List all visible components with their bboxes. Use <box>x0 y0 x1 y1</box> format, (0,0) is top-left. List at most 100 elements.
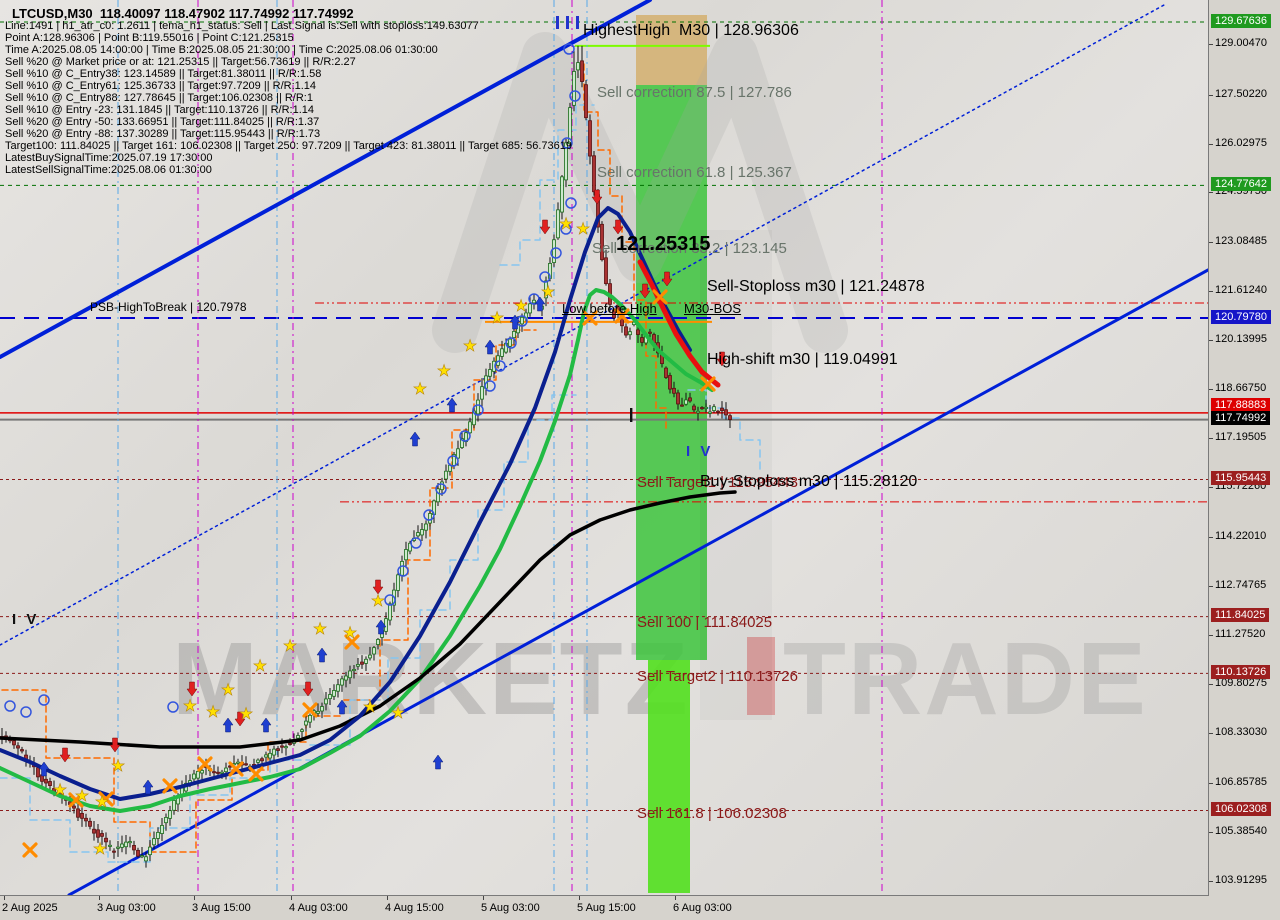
entry-circle-marker <box>397 565 409 577</box>
star-signal-icon: ★ <box>95 792 109 811</box>
candle-body <box>388 603 392 621</box>
close-x-icon <box>700 376 716 392</box>
price-label: 103.91295 <box>1215 874 1267 886</box>
candle-body <box>344 675 348 681</box>
price-label: 129.00470 <box>1215 37 1267 49</box>
timing-tick-icon <box>566 16 569 29</box>
candle-body <box>260 758 264 762</box>
candle-body <box>152 838 156 846</box>
candle-body <box>612 309 616 319</box>
price-axis[interactable]: 129.00470 127.50220 126.02975 124.59750 123.… <box>1209 0 1280 895</box>
close-x-icon <box>22 842 38 858</box>
high-shift-line <box>637 259 721 388</box>
star-signal-icon: ★ <box>53 780 67 799</box>
candle-body <box>264 754 268 758</box>
star-signal-icon: ★ <box>514 296 528 315</box>
price-tick <box>1209 537 1213 538</box>
candle-body <box>460 438 464 448</box>
timing-tick-icon <box>576 16 579 29</box>
candle-body <box>328 694 332 700</box>
candle-body <box>680 404 684 407</box>
sell-arrow-icon <box>234 711 246 727</box>
buy-arrow-icon <box>222 717 234 733</box>
candle-body <box>704 406 708 409</box>
close-x-icon <box>344 634 360 650</box>
candle-body <box>104 837 108 843</box>
sell-arrow-icon <box>59 747 71 763</box>
entry-circle-marker <box>20 706 32 718</box>
chart-canvas[interactable]: ★ ★ ★★★★ ★ ★★★★★ ★★★ ★★★★★★★★ ★ <box>0 0 1208 895</box>
entry-circle-marker <box>435 483 447 495</box>
candle-body <box>356 664 360 667</box>
candle-body <box>428 513 432 524</box>
candle-body <box>520 316 524 325</box>
buy-arrow-icon <box>260 717 272 733</box>
candle-body <box>696 410 700 414</box>
candle-body <box>164 817 168 824</box>
star-signal-icon: ★ <box>363 697 377 716</box>
entry-circle-marker <box>38 694 50 706</box>
candle-body <box>128 841 132 844</box>
buy-arrow-icon <box>142 779 154 795</box>
candle-body <box>200 770 204 774</box>
star-signal-icon: ★ <box>576 219 590 238</box>
timing-tick-icon <box>556 16 559 29</box>
watermark-separator-block <box>747 637 775 715</box>
candle-body <box>676 392 680 405</box>
candle-body <box>112 850 116 853</box>
time-tick <box>4 896 5 900</box>
candle-body <box>584 84 588 119</box>
close-x-icon <box>652 289 668 305</box>
candle-body <box>160 825 164 834</box>
price-tick <box>1209 832 1213 833</box>
buy-arrow-icon <box>375 619 387 635</box>
chart-plot-area[interactable]: MARKETZ TRADE ★ ★ ★ ★ ★ ★ ★ ★ ★ ★ ★ ★ ★ ★ ★ ★ ★ ★ ★ ★ ★ ★ ★ ★ L… <box>0 0 1209 896</box>
price-tick <box>1209 291 1213 292</box>
stop-step-line-orange <box>343 329 537 701</box>
entry-circle-marker <box>539 271 551 283</box>
candle-body <box>708 411 712 414</box>
time-label: 6 Aug 03:00 <box>673 902 732 914</box>
price-label: 127.50220 <box>1215 88 1267 100</box>
candle-body <box>384 618 388 632</box>
candle-body <box>724 409 728 416</box>
price-level-badge: 124.77642 <box>1211 177 1271 191</box>
buy-arrow-icon <box>38 761 50 777</box>
price-label: 111.27520 <box>1215 628 1266 640</box>
price-level-badge: 110.13726 <box>1211 665 1271 679</box>
time-label: 5 Aug 03:00 <box>481 902 540 914</box>
candle-body <box>416 532 420 537</box>
star-signal-icon: ★ <box>343 623 357 642</box>
close-x-icon <box>68 792 84 808</box>
candle-body <box>396 574 400 591</box>
candle-body <box>640 337 644 343</box>
trend-channel-line <box>67 268 1208 895</box>
star-signal-icon: ★ <box>221 680 235 699</box>
candle-body <box>472 410 476 426</box>
star-signal-icon: ★ <box>437 361 451 380</box>
candle-body <box>20 749 24 752</box>
price-tick <box>1209 684 1213 685</box>
candle-body <box>148 846 152 856</box>
candle-body <box>212 771 216 774</box>
candle-body <box>624 326 628 336</box>
close-x-icon <box>98 791 114 807</box>
candle-body <box>220 771 224 774</box>
time-label: 4 Aug 15:00 <box>385 902 444 914</box>
candle-body <box>340 678 344 686</box>
candle-body <box>692 405 696 411</box>
candle-body <box>300 729 304 732</box>
price-tick <box>1209 586 1213 587</box>
close-x-icon <box>228 761 244 777</box>
candle-body <box>420 529 424 536</box>
stop-step-line-cyan <box>499 104 595 266</box>
time-axis[interactable]: 2 Aug 2025 3 Aug 03:00 3 Aug 15:00 4 Aug 03… <box>0 896 1280 920</box>
star-signal-icon: ★ <box>253 656 267 675</box>
candle-body <box>132 845 136 851</box>
sell-arrow-icon <box>302 681 314 697</box>
sell-arrow-icon <box>591 189 603 205</box>
entry-circle-marker <box>494 360 506 372</box>
entry-circle-marker <box>561 137 573 149</box>
star-signal-icon: ★ <box>371 591 385 610</box>
price-tick <box>1209 487 1213 488</box>
